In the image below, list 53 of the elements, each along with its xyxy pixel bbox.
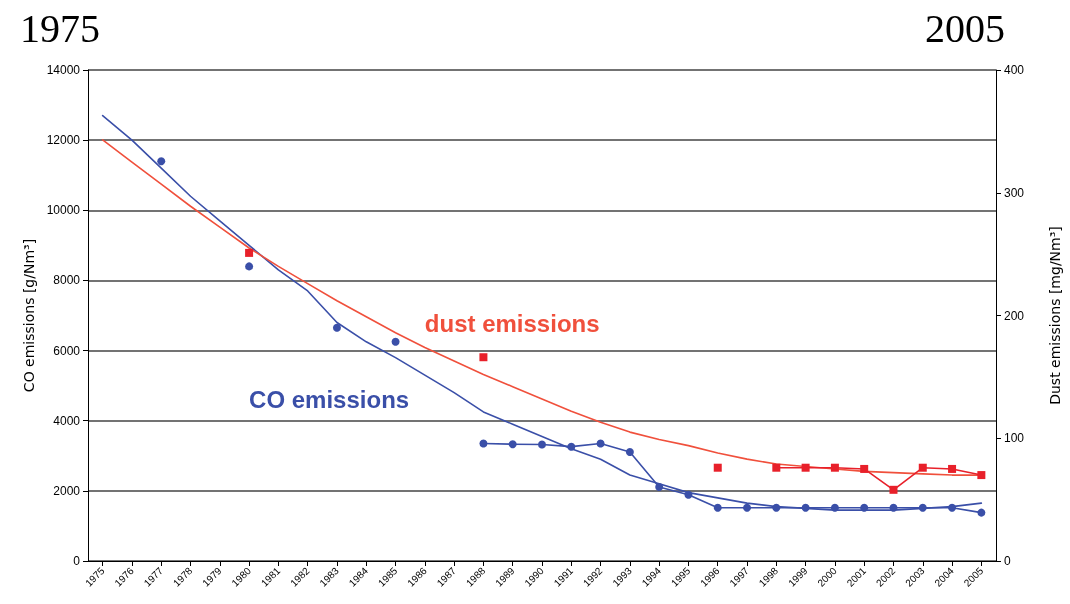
point (772, 503, 781, 512)
point (743, 503, 752, 512)
y2-tick-label: 400 (1004, 63, 1025, 77)
y-tick-label: 8000 (53, 273, 81, 288)
point (538, 440, 546, 449)
point (772, 463, 781, 472)
y2-axis-title: Dust emissions [mg/Nm³] (1047, 226, 1063, 405)
point (830, 463, 839, 472)
point (567, 442, 576, 451)
point (801, 463, 810, 472)
series-label: dust emissions (424, 309, 600, 337)
point (713, 463, 722, 472)
y2-tick-label: 0 (1004, 554, 1011, 568)
point (332, 323, 341, 332)
point (977, 471, 986, 480)
point (948, 503, 957, 512)
point (977, 508, 986, 517)
point (625, 447, 634, 456)
y-tick-label: 2000 (53, 483, 81, 498)
point (684, 490, 693, 499)
point (860, 503, 869, 512)
y2-tick-label: 100 (1004, 431, 1025, 446)
line-series (101, 114, 983, 512)
y-tick-label: 10000 (46, 203, 81, 218)
text: 2005 (925, 5, 1005, 51)
point (801, 503, 810, 512)
point (713, 503, 722, 512)
y-tick-label: 12000 (46, 133, 81, 148)
point (918, 463, 927, 472)
y-axis-title: CO emissions [g/Nm³] (20, 238, 37, 393)
point (889, 503, 898, 512)
point (830, 503, 839, 512)
point (948, 464, 957, 473)
point (479, 439, 488, 448)
y2-tick-label: 200 (1004, 308, 1025, 323)
text: 1975 (20, 5, 100, 51)
point (508, 440, 517, 449)
y-tick-label: 14000 (46, 63, 81, 77)
y-tick-label: 4000 (53, 413, 81, 428)
point (479, 353, 488, 362)
point (860, 464, 869, 473)
y-tick-label: 6000 (53, 343, 81, 358)
point (596, 439, 605, 448)
point (157, 157, 166, 166)
point (245, 262, 254, 271)
series-label: CO emissions (249, 385, 410, 413)
point (245, 248, 254, 257)
point (889, 485, 898, 494)
y2-tick-label: 300 (1004, 185, 1025, 200)
point (918, 503, 927, 512)
point (391, 337, 400, 346)
point (655, 483, 664, 491)
y-tick-label: 0 (73, 554, 81, 568)
